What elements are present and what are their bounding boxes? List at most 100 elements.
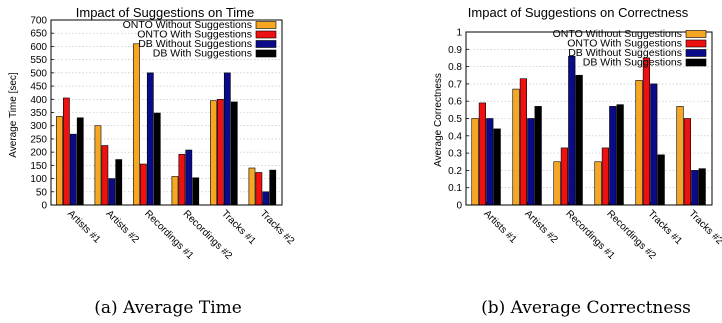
bar [642,57,650,206]
bar [153,112,161,206]
legend-swatch [255,40,277,48]
y-tick-label: 0.1 [448,183,462,194]
y-tick-label: 550 [30,55,47,66]
y-tick-label: 250 [30,134,47,145]
y-tick-label: 500 [30,68,47,79]
bar [534,106,542,206]
x-tick-label: Tracks #2 [258,208,297,247]
bar [635,80,643,206]
chart-title: Impact of Suggestions on Time [76,5,254,20]
bar [255,172,263,206]
bar [609,106,617,206]
y-tick-label: 200 [30,148,47,159]
bar [601,147,609,206]
bar [133,43,140,206]
bar [262,191,270,206]
bar [230,101,238,206]
x-tick-label: Tracks #1 [645,208,684,247]
y-tick-label: 0.6 [448,97,462,108]
bar [650,83,658,206]
bar [108,178,116,206]
bar [575,74,583,206]
y-axis-label: Average Correctness [433,73,444,167]
bar [192,177,200,206]
bar [519,78,527,206]
y-tick-label: 0.3 [448,149,462,160]
bar [101,145,109,206]
bar [269,169,277,206]
y-axis-label: Average Time [sec] [8,72,19,158]
bar [56,116,63,206]
y-tick-label: 400 [30,95,47,106]
legend-label: ONTO With Suggestions [137,29,252,41]
legend-label: DB With Suggestions [583,57,682,69]
bar [616,104,624,206]
y-tick-label: 0.9 [448,45,462,56]
bar [94,125,102,206]
y-tick-label: 1 [456,28,462,39]
bar [63,97,70,206]
bar [146,72,154,206]
y-tick-label: 300 [30,121,47,132]
y-tick-label: 0 [456,201,462,212]
bar [171,176,179,206]
plot-frame [50,19,283,206]
bar [657,154,665,206]
bar [69,133,77,206]
bar [676,106,684,206]
legend-swatch [685,58,707,67]
legend-swatch [685,39,707,48]
x-tick-label: Artists #2 [522,208,560,246]
plot-frame [465,31,713,206]
figure-caption: (a) Average Time [94,298,242,318]
bar [698,168,706,206]
legend-label: ONTO With Suggestions [567,38,682,50]
y-tick-label: 700 [30,16,47,27]
y-tick-label: 100 [30,174,47,185]
legend-swatch [255,30,277,39]
bar [691,170,699,206]
legend-label: ONTO Without Suggestions [123,19,252,31]
legend-swatch [255,49,277,58]
bar [471,118,479,206]
bar [568,55,576,206]
bar [683,118,691,206]
bar [478,102,486,206]
bar [140,163,147,206]
y-tick-label: 50 [36,187,48,198]
bar [512,88,520,206]
x-tick-label: Artists #1 [481,208,519,246]
legend-label: DB Without Suggestions [138,38,252,50]
y-tick-label: 150 [30,161,47,172]
x-tick-label: Tracks #1 [219,208,258,247]
bar [76,117,84,206]
chart-title: Impact of Suggestions on Correctness [468,5,689,20]
bar [553,161,561,206]
x-tick-label: Tracks #2 [686,208,722,247]
y-tick-label: 0.2 [448,166,462,177]
bar [223,72,231,206]
bar [217,98,224,206]
bar [248,167,256,206]
x-tick-label: Artists #2 [104,208,142,246]
legend-label: ONTO Without Suggestions [553,28,682,40]
bar [527,118,535,206]
y-tick-label: 0 [41,201,47,212]
chart-average-time: Impact of Suggestions on Time Average Ti… [8,5,296,318]
bar [594,161,602,206]
y-tick-label: 0.7 [448,79,462,90]
y-tick-label: 350 [30,108,47,119]
chart-average-correctness: Impact of Suggestions on Correctness Ave… [433,5,722,318]
bar [115,159,123,206]
bar [486,118,494,206]
legend-label: DB With Suggestions [153,48,252,60]
bar [178,153,186,206]
legend-label: DB Without Suggestions [568,47,682,59]
y-tick-label: 0.4 [448,131,462,142]
y-tick-label: 0.8 [448,62,462,73]
bar [185,149,193,206]
legend-swatch [685,49,707,57]
figure-caption: (b) Average Correctness [481,298,691,318]
legend-swatch [685,30,707,38]
